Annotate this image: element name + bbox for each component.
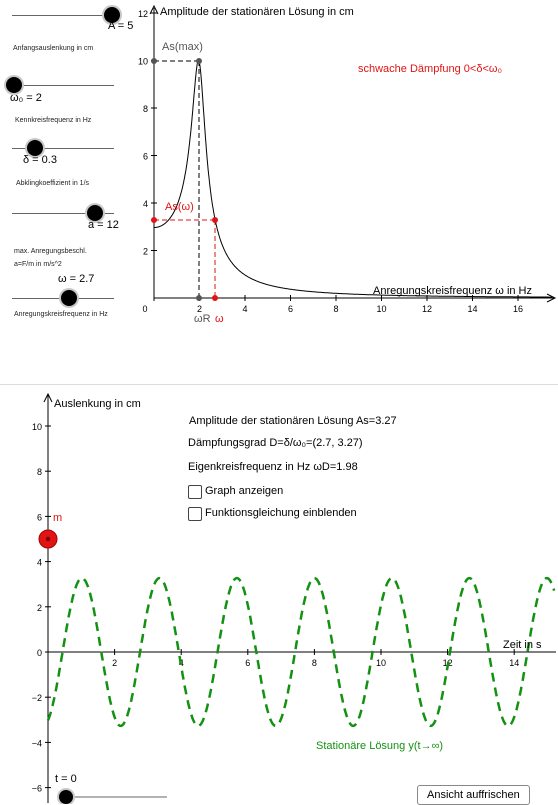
asmax-y-point [151,58,157,64]
asmax-point[interactable] [196,58,202,64]
info-damping: Dämpfungsgrad D=δ/ω₀=(2.7, 3.27) [188,437,363,449]
damping-note: schwache Dämpfung 0<δ<ω₀ [358,63,502,75]
resonance-curve [153,59,553,298]
lower-y-tick-label: 6 [37,512,42,522]
mass-label: m [53,512,62,524]
upper-y-tick-label: 12 [138,9,148,19]
lower-x-tick-label: 10 [376,658,386,668]
lower-x-tick-label: 2 [112,658,117,668]
lower-x-tick-label: 14 [509,658,519,668]
mass-ball-center [45,536,51,542]
upper-x-tick-label: 16 [513,304,523,314]
upper-x-tick-label: 4 [242,304,247,314]
asmax-label: As(max) [162,41,203,53]
lower-y-axis-arrow [43,392,53,403]
upper-x-tick-label: 6 [288,304,293,314]
lower-y-tick-label: 0 [37,648,42,658]
slider-acc-caption-2: a=F/m in m/s^2 [14,261,62,268]
equation-checkbox-label[interactable]: Funktionsgleichung einblenden [205,507,357,519]
upper-y-tick-label: 6 [143,152,148,162]
slider-omega-knob[interactable] [61,290,77,306]
slider-omega0-value: ω₀ = 2 [10,92,42,104]
graph-checkbox[interactable] [188,485,202,499]
upper-plot-title: Amplitude der stationären Lösung in cm [160,6,354,18]
upper-y-axis-arrow [149,4,159,15]
info-amplitude: Amplitude der stationären Lösung As=3.27 [189,415,397,427]
lower-x-tick-label: 8 [312,658,317,668]
asomega-point[interactable] [212,217,218,223]
info-eigenfrequency: Eigenkreisfrequenz in Hz ωD=1.98 [188,461,358,473]
slider-delta-knob[interactable] [27,140,43,156]
upper-x-tick-label: 14 [467,304,477,314]
lower-x-axis-label: Zeit in s [503,639,542,651]
lower-y-tick-label: −4 [32,738,42,748]
omega-label: ω [215,313,224,325]
slider-omega0-knob[interactable] [6,77,22,93]
upper-y-tick-label: 10 [138,57,148,67]
lower-y-axis-label: Auslenkung in cm [54,398,141,410]
lower-y-tick-label: 2 [37,603,42,613]
omegar-point [196,295,202,301]
slider-delta-caption: Abklingkoeffizient in 1/s [16,180,90,187]
slider-acc-knob[interactable] [87,205,103,221]
slider-omega0-caption: Kennkreisfrequenz in Hz [15,117,92,124]
lower-y-tick-label: −6 [32,784,42,794]
lower-y-tick-label: −2 [32,693,42,703]
slider-a-knob[interactable] [104,7,120,23]
lower-y-tick-label: 10 [32,422,42,432]
slider-omega-value: ω = 2.7 [58,273,95,285]
upper-x-axis-arrow [546,293,557,303]
upper-x-tick-label: 12 [422,304,432,314]
asomega-y-point [151,217,157,223]
upper-x-axis-label: Anregungskreisfrequenz ω in Hz [373,285,532,297]
slider-a-value: A = 5 [108,20,134,32]
panel-divider [0,384,558,385]
slider-acc-value: a = 12 [88,219,119,231]
upper-x-tick-label: 8 [333,304,338,314]
equation-checkbox[interactable] [188,507,202,521]
lower-y-tick-label: 4 [37,558,42,568]
asomega-label: As(ω) [165,201,194,213]
refresh-view-button[interactable]: Ansicht auffrischen [417,785,530,805]
upper-x-tick-label: 10 [376,304,386,314]
upper-x-tick-label: 2 [197,304,202,314]
t-slider-knob[interactable] [57,788,75,804]
omegar-label: ωR [194,313,211,325]
slider-a-track[interactable] [12,15,112,16]
slider-omega0-track[interactable] [12,85,114,86]
lower-y-tick-label: 8 [37,467,42,477]
amplitude-plot[interactable]: 12 10 8 6 4 2 0 2 4 6 8 10 12 14 16 Amplitude der stat… [0,0,558,370]
upper-x-tick-label: 0 [142,304,147,314]
slider-delta-value: δ = 0.3 [23,154,57,166]
stationary-solution-curve [46,576,556,728]
upper-y-tick-label: 2 [143,247,148,257]
omega-point [212,295,218,301]
upper-y-tick-label: 4 [143,199,148,209]
slider-delta-track[interactable] [12,148,114,149]
lower-x-tick-label: 6 [245,658,250,668]
slider-omega-caption: Anregungskreisfrequenz in Hz [14,311,108,318]
graph-checkbox-label[interactable]: Graph anzeigen [205,485,284,497]
upper-y-tick-label: 8 [143,104,148,114]
slider-a-caption: Anfangsauslenkung in cm [13,45,94,52]
slider-acc-caption: max. Anregungsbeschl. [14,248,87,255]
t-label: t = 0 [55,773,77,785]
curve-label: Stationäre Lösung y(t→∞) [316,740,443,752]
slider-acc-track[interactable] [12,213,114,214]
